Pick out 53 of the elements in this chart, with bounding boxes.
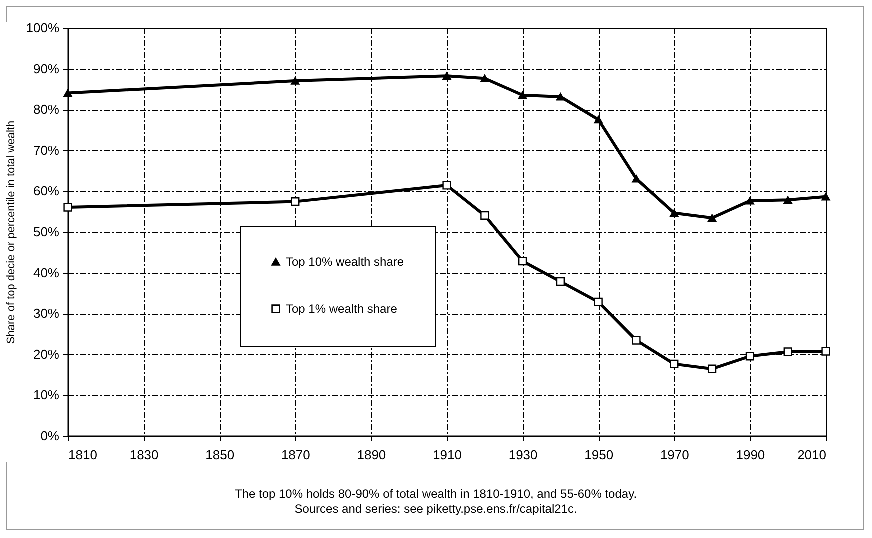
point <box>291 77 300 85</box>
y-tick-label: 80% <box>33 102 60 118</box>
point <box>518 92 528 100</box>
x-tick-label: 1970 <box>660 448 690 462</box>
y-tick-label: 90% <box>33 61 60 76</box>
point <box>708 364 717 374</box>
y-tick-label: 0% <box>40 428 60 444</box>
point <box>632 336 641 345</box>
point <box>784 348 792 356</box>
point <box>556 277 566 286</box>
x-tick-label: 1810 <box>68 448 98 462</box>
y-tick-label: 20% <box>33 346 60 362</box>
x-tick-label: 1950 <box>584 448 614 462</box>
point <box>442 72 452 80</box>
y-tick-label: 50% <box>33 224 60 240</box>
x-tick-label: 2010 <box>798 448 826 462</box>
point <box>594 298 603 306</box>
point <box>670 209 679 218</box>
legend-label: Top 10% wealth share <box>286 255 404 269</box>
y-tick-label: 70% <box>33 142 60 158</box>
y-tick-label: 100% <box>26 20 60 36</box>
source-note: Sources and series: see piketty.pse.ens.fr/capital21c. <box>294 502 578 517</box>
x-tick-label: 1870 <box>281 448 310 462</box>
point <box>556 93 566 101</box>
point <box>291 198 300 206</box>
point <box>746 197 755 205</box>
point <box>64 203 72 212</box>
x-tick-label: 1990 <box>736 448 766 462</box>
point <box>518 257 528 266</box>
point <box>746 352 755 361</box>
point <box>670 360 679 368</box>
point <box>480 74 490 82</box>
point <box>822 347 830 356</box>
point <box>442 181 452 190</box>
y-tick-label: 30% <box>33 306 60 322</box>
x-tick-label: 1890 <box>357 448 386 462</box>
point <box>822 193 830 201</box>
y-tick-label: 40% <box>33 265 60 280</box>
point <box>708 214 717 222</box>
y-tick-label: 60% <box>33 184 60 199</box>
point <box>64 89 72 98</box>
point <box>594 116 603 124</box>
text: The top 10% holds 80-90% of total wealth in 1810-1910, and 55-60% today. <box>234 487 638 502</box>
point <box>480 211 490 220</box>
x-tick-label: 1910 <box>433 448 462 462</box>
legend-label: Top 1% wealth share <box>286 302 398 316</box>
point <box>632 175 641 183</box>
x-tick-label: 1830 <box>130 448 159 462</box>
x-tick-label: 1850 <box>206 448 235 462</box>
y-axis-title: Share of top decie or percentile in total wealth <box>5 120 18 344</box>
x-tick-label: 1930 <box>508 448 538 462</box>
point <box>784 196 792 204</box>
y-tick-label: 10% <box>33 388 60 403</box>
